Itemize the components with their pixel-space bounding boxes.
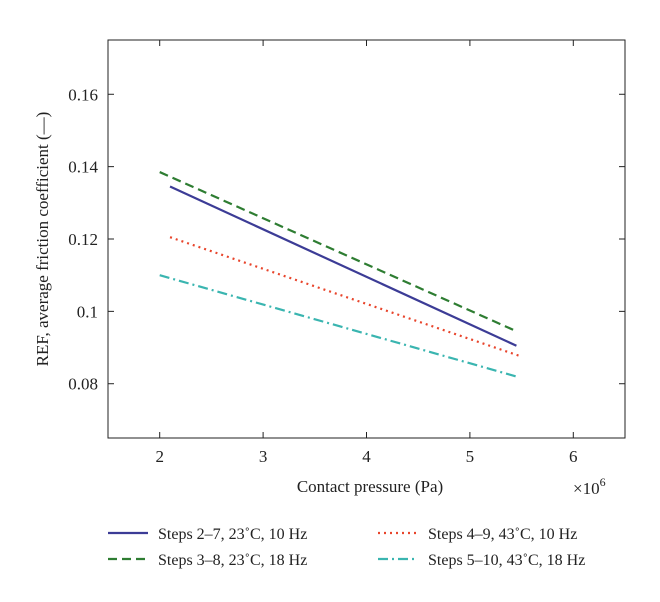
series-line-4 xyxy=(159,274,517,378)
x-tick-label: 5 xyxy=(466,447,475,466)
x-tick-label: 6 xyxy=(569,447,578,466)
x-tick-label: 2 xyxy=(155,447,164,466)
legend-label-4: Steps 5–10, 43˚C, 18 Hz xyxy=(428,552,585,569)
series-line-3 xyxy=(169,236,522,358)
x-tick-label: 4 xyxy=(362,447,371,466)
y-tick-label: 0.1 xyxy=(77,302,98,321)
x-axis-label: Contact pressure (Pa) xyxy=(297,477,443,496)
plot-frame xyxy=(107,39,626,439)
y-tick-label: 0.14 xyxy=(68,158,98,177)
ticks: 2 3 4 5 6 0.08 0.1 0.12 0.14 0.16 xyxy=(68,40,625,466)
series-line-1 xyxy=(169,185,517,347)
y-tick-label: 0.16 xyxy=(68,85,98,104)
legend-label-2: Steps 3–8, 23˚C, 18 Hz xyxy=(158,552,307,569)
legend: Steps 2–7, 23˚C, 10 Hz Steps 3–8, 23˚C, 1… xyxy=(108,526,585,569)
x-axis-multiplier-exponent: 6 xyxy=(600,475,606,489)
series-line-2 xyxy=(159,171,517,333)
series-lines xyxy=(159,171,522,378)
legend-label-1: Steps 2–7, 23˚C, 10 Hz xyxy=(158,526,307,543)
y-tick-label: 0.08 xyxy=(68,375,98,394)
y-axis-label: REF, average friction coefficient (—) xyxy=(33,112,52,367)
x-tick-label: 3 xyxy=(259,447,268,466)
y-tick-label: 0.12 xyxy=(68,230,98,249)
x-axis-multiplier: ×106 xyxy=(573,475,606,498)
legend-label-3: Steps 4–9, 43˚C, 10 Hz xyxy=(428,526,577,543)
